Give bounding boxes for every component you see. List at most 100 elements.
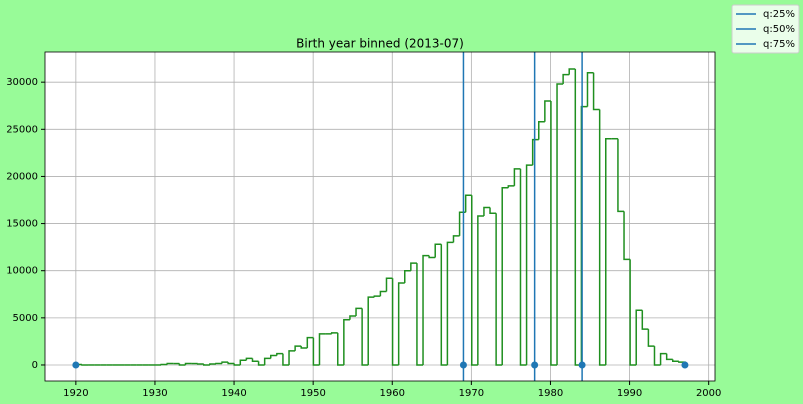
y-tick-label: 30000	[6, 77, 38, 88]
histogram-step	[507, 185, 515, 188]
plot-area	[45, 52, 715, 381]
histogram-step	[373, 295, 381, 298]
histogram-step	[659, 352, 667, 365]
y-tick-label: 0	[32, 360, 38, 371]
histogram-step	[330, 332, 338, 334]
histogram-step	[288, 350, 296, 365]
histogram-step	[203, 364, 210, 366]
point	[531, 361, 539, 369]
histogram-step	[665, 353, 673, 361]
histogram-step	[489, 207, 497, 214]
histogram-step	[605, 137, 612, 365]
histogram-step	[300, 346, 308, 349]
histogram-step	[221, 361, 229, 364]
x-tick-label: 1950	[300, 388, 325, 399]
x-tick-label: 1990	[617, 388, 642, 399]
histogram-step	[586, 71, 594, 107]
point	[459, 361, 467, 369]
histogram-step	[525, 164, 533, 365]
histogram-step	[556, 83, 564, 365]
histogram-step	[391, 278, 399, 366]
histogram-step	[312, 337, 320, 366]
histogram-step	[184, 362, 192, 365]
histogram-step	[422, 254, 430, 365]
histogram-step	[416, 263, 424, 366]
x-tick-label: 1970	[459, 388, 484, 399]
histogram-step	[245, 357, 253, 361]
histogram-step	[397, 282, 405, 365]
histogram-step	[568, 68, 576, 75]
histogram-step	[538, 121, 545, 140]
histogram-step	[477, 215, 484, 365]
point	[681, 361, 689, 369]
axes-frame	[44, 51, 716, 382]
legend	[731, 4, 800, 54]
histogram-step	[367, 296, 375, 365]
histogram-step	[531, 138, 539, 166]
histogram-step	[471, 195, 478, 366]
histogram-step	[647, 329, 655, 347]
histogram-step	[501, 186, 509, 365]
histogram-step	[276, 352, 283, 356]
histogram-step	[166, 362, 174, 365]
legend-label: q:25%	[763, 9, 795, 20]
legend-label: q:50%	[763, 24, 795, 35]
histogram-step	[452, 235, 460, 243]
histogram-step	[318, 333, 326, 365]
histogram-step	[306, 336, 314, 349]
histogram-step	[337, 332, 344, 366]
histogram-step	[263, 357, 271, 365]
histogram-step	[178, 363, 186, 366]
y-tick-label: 20000	[6, 171, 38, 182]
histogram-step	[233, 363, 241, 366]
histogram-step	[410, 262, 417, 271]
histogram-step	[257, 361, 265, 366]
legend-label: q:75%	[763, 39, 795, 50]
histogram-step	[550, 101, 558, 366]
histogram-step	[404, 269, 411, 283]
histogram-step	[270, 354, 277, 359]
histogram-step	[495, 213, 503, 366]
histogram-step	[653, 346, 661, 366]
histogram-step	[544, 100, 551, 122]
y-tick-label: 15000	[6, 219, 38, 230]
histogram-step	[617, 138, 625, 213]
point	[578, 361, 586, 369]
x-tick-label: 1980	[538, 388, 563, 399]
histogram-step	[343, 318, 350, 365]
chart-title: Birth year binned (2013-07)	[296, 37, 464, 51]
histogram-step	[635, 309, 643, 365]
histogram-step	[385, 277, 393, 292]
x-tick-label: 1930	[142, 388, 167, 399]
histogram-step	[349, 315, 357, 320]
histogram-step	[361, 308, 369, 366]
histogram-step	[641, 310, 649, 330]
histogram-step	[592, 72, 600, 111]
histogram-step	[251, 358, 259, 362]
histogram-step	[428, 255, 436, 259]
histogram-step	[629, 259, 637, 366]
histogram-step	[440, 244, 448, 366]
histogram-step	[513, 168, 521, 186]
histogram-step	[483, 206, 491, 217]
y-tick-label: 10000	[6, 266, 38, 277]
histogram-step	[239, 359, 247, 365]
histogram-step	[672, 359, 679, 362]
histogram-step	[464, 194, 472, 213]
histogram-step	[434, 243, 442, 258]
histogram-step	[209, 363, 216, 365]
point	[72, 361, 80, 369]
histogram-step	[446, 241, 454, 365]
x-tick-label: 2000	[696, 388, 721, 399]
histogram-step	[623, 211, 631, 261]
histogram-step	[282, 353, 290, 366]
histogram-step	[227, 362, 235, 365]
histogram-step	[294, 345, 302, 351]
histogram-step	[598, 109, 606, 366]
histogram-step	[562, 73, 570, 85]
histogram-step	[379, 290, 387, 297]
x-tick-label: 1960	[380, 388, 405, 399]
histogram-step	[519, 168, 527, 366]
